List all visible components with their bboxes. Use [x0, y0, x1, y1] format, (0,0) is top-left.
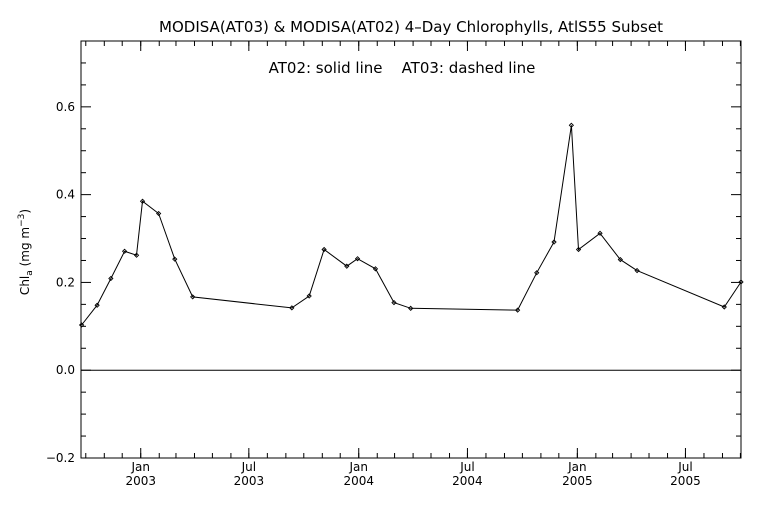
- data-point: [321, 246, 327, 253]
- y-axis: −0.2 0.0 0.2 0.4 0.6: [46, 100, 741, 465]
- data-point: [190, 294, 196, 300]
- y-axis-label-subscript: a: [25, 270, 35, 276]
- data-point: [94, 302, 100, 308]
- x-tick-label-year: 2004: [452, 474, 483, 488]
- y-tick-label: 0.0: [56, 363, 75, 377]
- x-tick-label-month: Jul: [459, 460, 474, 474]
- data-point: [551, 239, 557, 245]
- data-point: [721, 304, 727, 310]
- series-line: [81, 125, 742, 326]
- x-tick-label-year: 2005: [562, 474, 593, 488]
- data-point: [514, 307, 521, 313]
- data-point: [306, 293, 312, 299]
- minor-ticks: [81, 40, 741, 458]
- y-axis-label: Chla (mg m−3): [17, 209, 35, 295]
- data-point: [634, 267, 640, 274]
- x-tick-label-year: 2003: [125, 474, 156, 488]
- y-axis-label-unit: (mg m: [18, 227, 32, 270]
- data-point: [354, 256, 361, 262]
- data-point: [568, 122, 575, 128]
- data-point: [617, 256, 623, 263]
- x-tick-label-year: 2005: [670, 474, 701, 488]
- x-tick-label-month: Jan: [130, 460, 150, 474]
- y-tick-label: 0.2: [56, 275, 75, 289]
- data-point: [172, 256, 178, 262]
- y-axis-label-main: Chl: [18, 276, 32, 295]
- series-layer: [78, 122, 744, 328]
- data-point: [575, 246, 582, 253]
- x-tick-label-year: 2003: [234, 474, 265, 488]
- x-tick-label-month: Jan: [348, 460, 368, 474]
- line-style-annotation: AT02: solid line AT03: dashed line: [269, 59, 536, 77]
- data-point: [139, 198, 146, 204]
- data-point: [738, 279, 744, 285]
- data-point: [289, 305, 295, 311]
- data-point: [344, 263, 350, 269]
- y-tick-label: −0.2: [46, 451, 75, 465]
- chart-title: MODISA(AT03) & MODISA(AT02) 4–Day Chloro…: [159, 18, 663, 36]
- data-point: [133, 252, 140, 258]
- x-tick-label-year: 2004: [343, 474, 374, 488]
- y-axis-label-close: ): [18, 209, 32, 214]
- data-point: [391, 299, 397, 306]
- x-tick-label-month: Jan: [567, 460, 587, 474]
- data-point: [108, 275, 114, 282]
- data-point: [372, 266, 379, 272]
- data-point: [156, 210, 162, 217]
- data-point: [408, 305, 414, 311]
- y-tick-label: 0.6: [56, 100, 75, 114]
- data-point: [78, 322, 85, 328]
- x-axis: Jan2003Jul2003Jan2004Jul2004Jan2005Jul20…: [125, 41, 701, 488]
- x-tick-label-month: Jul: [677, 460, 692, 474]
- plot-frame: [80, 40, 742, 459]
- data-point: [121, 248, 128, 254]
- y-axis-label-exponent: −3: [17, 214, 27, 227]
- data-point: [534, 270, 540, 276]
- x-tick-label-month: Jul: [241, 460, 256, 474]
- y-tick-label: 0.4: [56, 188, 75, 202]
- data-point: [597, 230, 603, 236]
